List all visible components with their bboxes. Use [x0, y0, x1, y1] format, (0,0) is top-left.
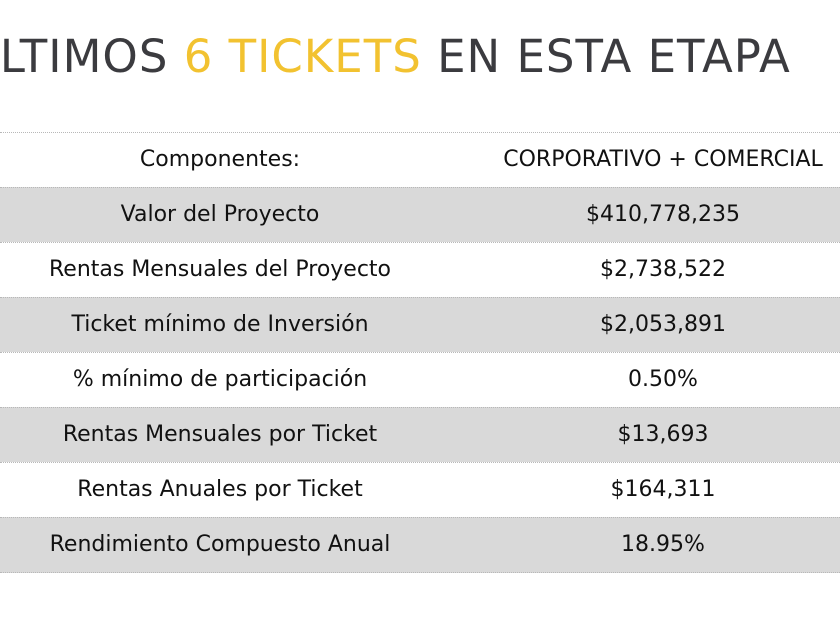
table-row: Rentas Anuales por Ticket $164,311	[0, 462, 840, 517]
table-row: Ticket mínimo de Inversión $2,053,891	[0, 297, 840, 352]
row-value: $410,778,235	[586, 202, 740, 227]
row-label: % mínimo de participación	[72, 367, 368, 392]
title-text: ÚLTIMOS	[0, 30, 169, 83]
header-row: Componentes: CORPORATIVO + COMERCIAL	[0, 132, 840, 187]
row-value: $13,693	[617, 422, 709, 447]
data-table: Componentes: CORPORATIVO + COMERCIAL Valor…	[0, 132, 840, 573]
row-label: Rentas Mensuales del Proyecto	[48, 257, 392, 282]
row-label: Ticket mínimo de Inversión	[71, 312, 369, 337]
table-row: Rendimiento Compuesto Anual 18.95%	[0, 517, 840, 573]
row-value: 0.50%	[628, 367, 698, 392]
row-label: Rendimiento Compuesto Anual	[49, 532, 391, 557]
slide-title: ÚLTIMOS 6 TICKETS EN ESTA ETAPA	[0, 30, 791, 83]
header-cell: Componentes:	[139, 147, 301, 172]
header-cell: CORPORATIVO + COMERCIAL	[503, 147, 823, 172]
row-label: Valor del Proyecto	[120, 202, 320, 227]
row-value: $2,053,891	[600, 312, 726, 337]
title-text: EN ESTA ETAPA	[421, 30, 791, 83]
table-row: Valor del Proyecto $410,778,235	[0, 187, 840, 242]
table-row: Rentas Mensuales del Proyecto $2,738,522	[0, 242, 840, 297]
row-value: $2,738,522	[600, 257, 726, 282]
row-label: Rentas Anuales por Ticket	[77, 477, 363, 502]
row-label: Rentas Mensuales por Ticket	[62, 422, 378, 447]
row-value: 18.95%	[621, 532, 705, 557]
table-row: % mínimo de participación 0.50%	[0, 352, 840, 407]
table-row: Rentas Mensuales por Ticket $13,693	[0, 407, 840, 462]
title-highlight: 6 TICKETS	[183, 30, 422, 83]
row-value: $164,311	[610, 477, 716, 502]
